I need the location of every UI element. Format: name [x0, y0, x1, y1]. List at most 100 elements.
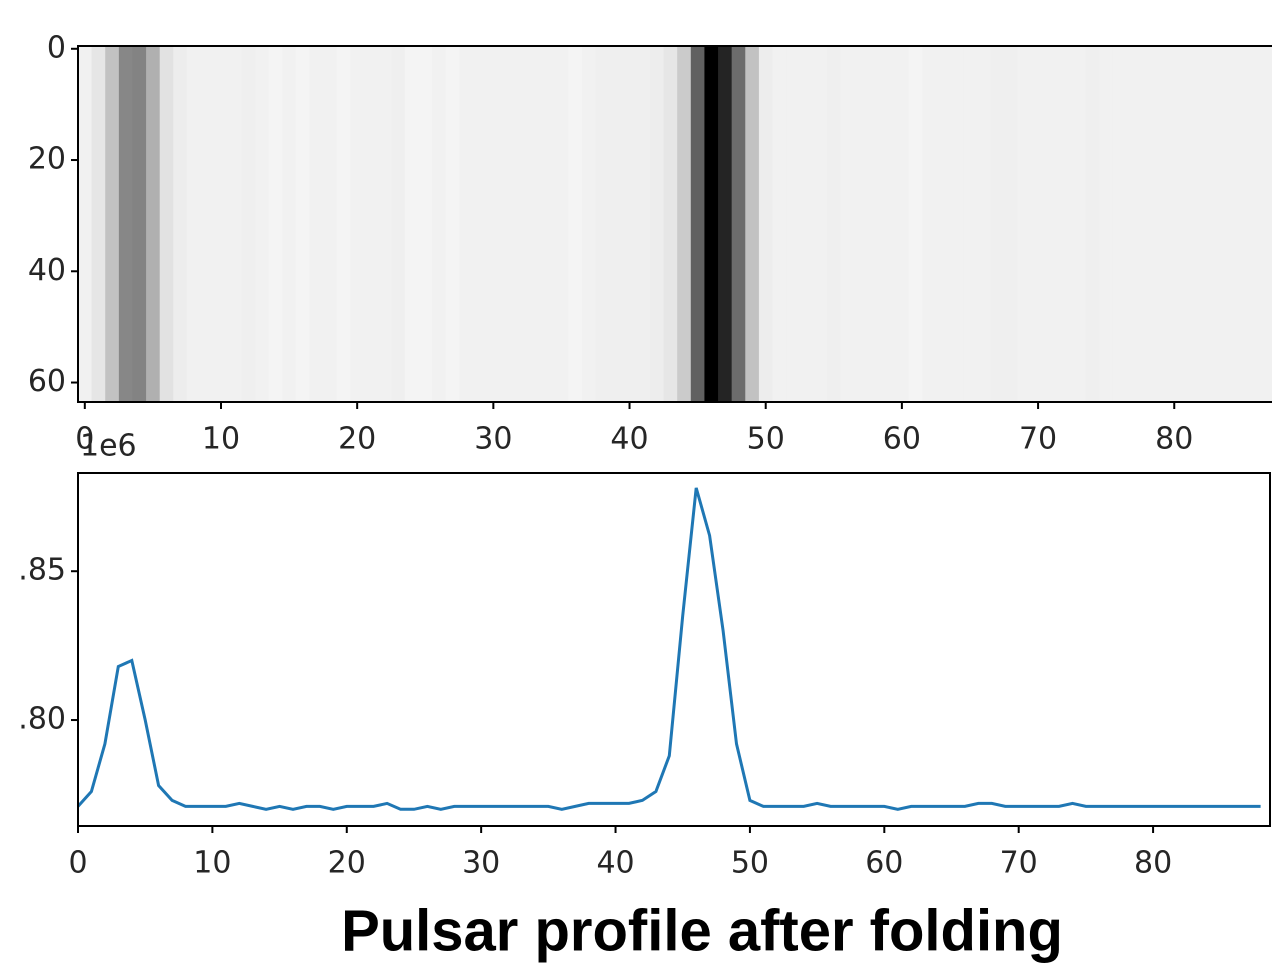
- heatmap-column: [350, 46, 365, 402]
- heatmap-column: [200, 46, 215, 402]
- x-tick-label: 20: [338, 422, 376, 457]
- x-tick-label: 50: [731, 846, 769, 881]
- y-tick-label: .80: [18, 702, 66, 737]
- heatmap-column: [1044, 46, 1060, 402]
- heatmap-column: [132, 46, 147, 402]
- heatmap-column: [609, 46, 624, 402]
- heatmap-column: [1140, 46, 1155, 402]
- heatmap-column: [486, 46, 501, 402]
- heatmap-column: [595, 46, 610, 402]
- x-tick-label: 70: [1000, 846, 1038, 881]
- heatmap-column: [500, 46, 515, 402]
- heatmap-column: [255, 46, 270, 402]
- heatmap-column: [1031, 46, 1046, 402]
- y-tick-label: .85: [18, 553, 66, 588]
- heatmap-column: [731, 46, 746, 402]
- heatmap-column: [745, 46, 760, 402]
- heatmap-column: [622, 46, 637, 402]
- x-tick-label: 40: [610, 422, 648, 457]
- heatmap-column: [309, 46, 324, 402]
- heatmap-column: [336, 46, 351, 402]
- heatmap-column: [1208, 46, 1223, 402]
- x-tick-label: 80: [1134, 846, 1172, 881]
- heatmap-column: [391, 46, 406, 402]
- heatmap-column: [1262, 46, 1272, 402]
- heatmap-column: [663, 46, 678, 402]
- x-tick-label: 0: [68, 846, 87, 881]
- heatmap-column: [704, 46, 719, 402]
- heatmap-column: [241, 46, 256, 402]
- x-tick-label: 20: [328, 846, 366, 881]
- heatmap-column: [159, 46, 174, 402]
- profile-line: [76, 487, 1261, 811]
- heatmap-column: [173, 46, 188, 402]
- x-tick-label: 10: [193, 846, 231, 881]
- heatmap-column: [118, 46, 134, 402]
- heatmap-column: [636, 46, 651, 402]
- heatmap-column: [472, 46, 488, 402]
- heatmap-column: [377, 46, 392, 402]
- x-tick-label: 80: [1155, 422, 1193, 457]
- heatmap-column: [1194, 46, 1209, 402]
- heatmap-column: [459, 46, 474, 402]
- heatmap-column: [881, 46, 896, 402]
- heatmap-column: [568, 46, 583, 402]
- heatmap-column: [1181, 46, 1196, 402]
- heatmap-column: [1235, 46, 1250, 402]
- heatmap-column: [990, 46, 1005, 402]
- heatmap-column: [1221, 46, 1237, 402]
- axes-frame: [77, 472, 1271, 827]
- heatmap-column: [949, 46, 964, 402]
- heatmap-column: [1017, 46, 1032, 402]
- heatmap-column: [186, 46, 202, 402]
- heatmap-column: [1085, 46, 1100, 402]
- heatmap-column: [282, 46, 297, 402]
- caption: Pulsar profile after folding: [341, 898, 1063, 963]
- heatmap-column: [541, 46, 556, 402]
- y-tick-label: 40: [28, 253, 66, 288]
- heatmap-column: [895, 46, 910, 402]
- heatmap-column: [649, 46, 665, 402]
- x-tick-label: 40: [596, 846, 634, 881]
- heatmap-column: [963, 46, 978, 402]
- x-tick-label: 30: [474, 422, 512, 457]
- axes-frame: [77, 45, 1272, 403]
- heatmap-column: [799, 46, 814, 402]
- heatmap-column: [513, 46, 528, 402]
- heatmap-column: [1167, 46, 1182, 402]
- heatmap-column: [840, 46, 855, 402]
- heatmap-column: [146, 46, 161, 402]
- heatmap-column: [1249, 46, 1264, 402]
- heatmap-column: [268, 46, 283, 402]
- heatmap-column: [772, 46, 787, 402]
- heatmap-column: [227, 46, 243, 402]
- heatmap-column: [922, 46, 937, 402]
- heatmap-column: [758, 46, 774, 402]
- heatmap-column: [404, 46, 420, 402]
- heatmap-column: [78, 46, 93, 402]
- offset-text: 1e6: [80, 429, 137, 464]
- heatmap-column: [1072, 46, 1087, 402]
- heatmap-column: [105, 46, 120, 402]
- heatmap-column: [908, 46, 923, 402]
- heatmap-column: [1126, 46, 1141, 402]
- heatmap-column: [445, 46, 460, 402]
- heatmap-column: [214, 46, 229, 402]
- heatmap-column: [867, 46, 883, 402]
- x-tick-label: 10: [202, 422, 240, 457]
- heatmap-column: [91, 46, 106, 402]
- heatmap-column: [527, 46, 542, 402]
- heatmap-column: [554, 46, 569, 402]
- heatmap-column: [432, 46, 447, 402]
- heatmap-column: [1153, 46, 1169, 402]
- y-tick-label: 20: [28, 142, 66, 177]
- heatmap-column: [1004, 46, 1019, 402]
- heatmap-column: [418, 46, 433, 402]
- heatmap-column: [718, 46, 733, 402]
- heatmap-column: [935, 46, 951, 402]
- x-tick-label: 30: [462, 846, 500, 881]
- heatmap-column: [854, 46, 869, 402]
- heatmap-column: [976, 46, 992, 402]
- heatmap-column: [323, 46, 338, 402]
